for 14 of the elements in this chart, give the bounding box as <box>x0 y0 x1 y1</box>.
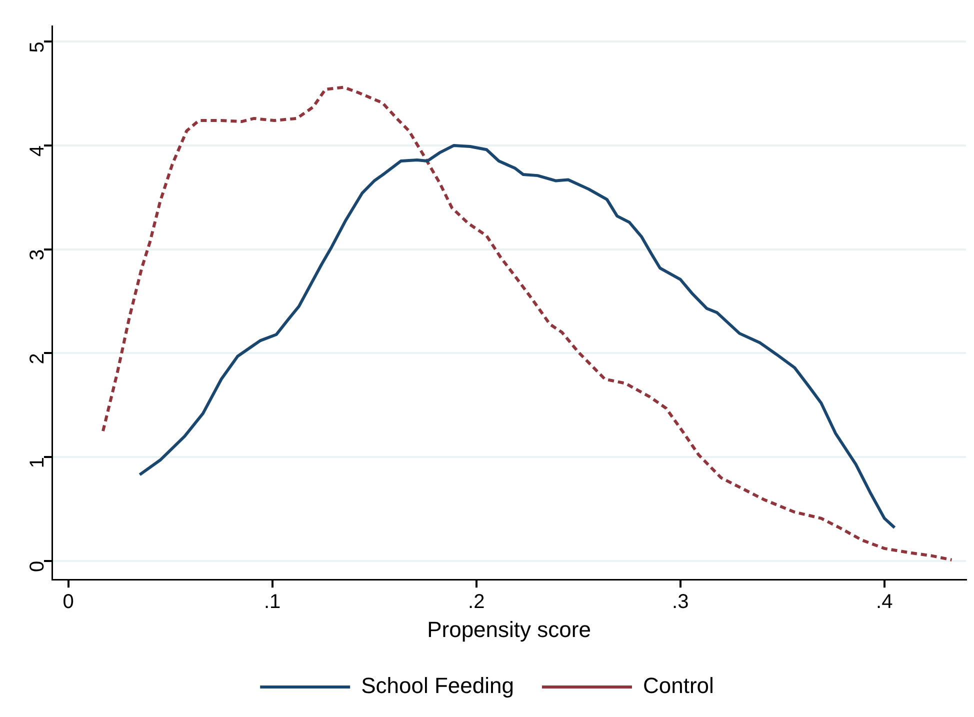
x-tick-label: .2 <box>468 591 485 614</box>
y-tick-label: 1 <box>26 457 49 468</box>
x-tick-label: .4 <box>876 591 893 614</box>
y-tick-label: 5 <box>26 42 49 53</box>
legend-label: Control <box>642 673 714 698</box>
y-tick-label: 2 <box>26 353 49 364</box>
y-tick-label: 0 <box>26 560 49 572</box>
y-tick-label: 4 <box>26 145 49 157</box>
x-axis-title: Propensity score <box>427 616 591 642</box>
x-tick-label: .3 <box>672 591 689 614</box>
legend-label: School Feeding <box>361 673 514 698</box>
x-tick-label: 0 <box>62 591 74 614</box>
x-tick-label: .1 <box>264 591 281 614</box>
y-tick-label: 3 <box>26 249 49 260</box>
